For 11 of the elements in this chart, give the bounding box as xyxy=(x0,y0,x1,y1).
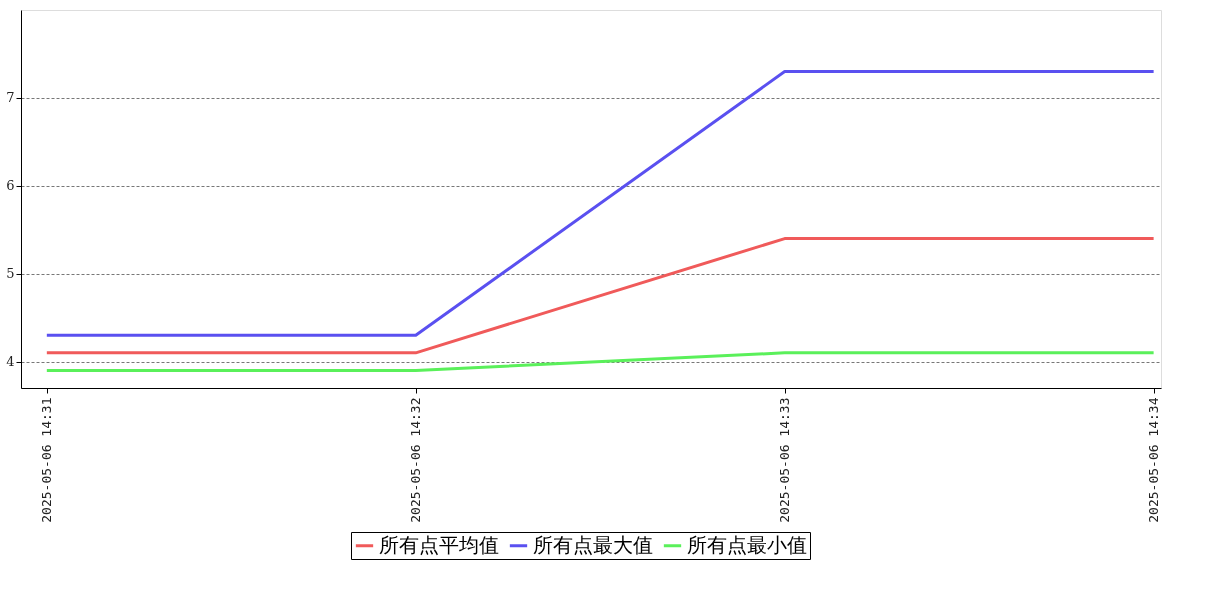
y-tick-label: 4 xyxy=(6,354,15,370)
x-tick-label: 2025-05-06 14:34 xyxy=(1146,397,1162,523)
x-tick-label: 2025-05-06 14:32 xyxy=(408,397,424,523)
y-tick-label: 5 xyxy=(6,266,15,282)
x-tick-label: 2025-05-06 14:31 xyxy=(39,397,55,523)
y-tick-label: 6 xyxy=(6,178,15,194)
x-tick-label: 2025-05-06 14:33 xyxy=(777,397,793,523)
legend-label: 所有点平均值 xyxy=(379,532,499,557)
y-tick-label: 7 xyxy=(6,90,15,106)
legend-label: 所有点最小值 xyxy=(687,532,807,557)
legend-label: 所有点最大值 xyxy=(533,532,653,557)
